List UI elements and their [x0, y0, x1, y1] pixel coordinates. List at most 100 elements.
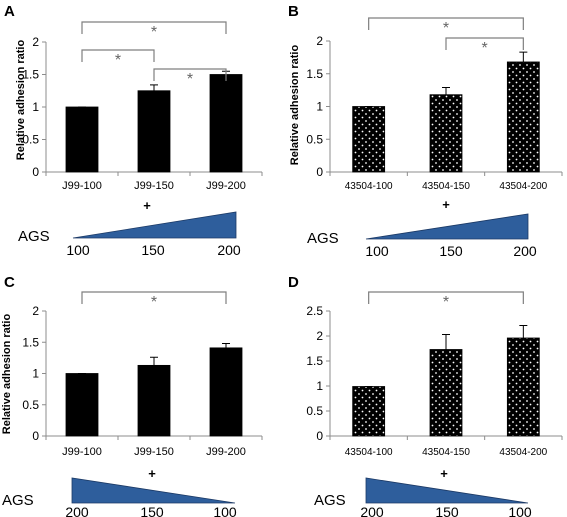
gradient-area: + AGS 100 150 200	[307, 197, 537, 259]
gradient-area: + AGS 200 150 100	[2, 466, 237, 517]
ags-label: AGS	[2, 492, 34, 509]
y-tick-label: 0	[316, 429, 323, 443]
y-tick-label: 2	[316, 329, 323, 343]
x-tick-label: J99-200	[206, 446, 246, 458]
gradient-tick: 100	[213, 504, 237, 517]
x-tick-label: 43504-100	[345, 181, 393, 192]
x-tick-label: 43504-100	[345, 447, 393, 458]
y-tick-label: 1.5	[306, 354, 323, 368]
gradient-tick: 100	[66, 242, 90, 258]
x-tick-label: 43504-150	[422, 181, 470, 192]
plus-sign: +	[440, 466, 448, 481]
significance-bracket	[368, 17, 524, 30]
plus-sign: +	[143, 198, 151, 213]
bar	[352, 386, 386, 437]
gradient-tick: 150	[141, 242, 165, 258]
significance-bracket	[81, 291, 227, 304]
y-axis-title: Relative adhesion ratio	[15, 40, 27, 161]
gradient-wedge	[365, 213, 529, 240]
x-tick-label: 43504-200	[499, 181, 547, 192]
gradient-tick: 200	[360, 504, 384, 517]
bar	[65, 373, 99, 437]
y-tick-label: 0.5	[22, 398, 39, 412]
y-tick-label: 2	[316, 34, 323, 48]
chart-area: 0 0.5 1 1.5 2 J99-100 J99-150 J99-200 * * *	[22, 21, 263, 192]
panel-label-c: C	[4, 274, 15, 291]
y-tick-label: 0	[32, 429, 39, 443]
significance-star: *	[443, 20, 449, 37]
y-tick-label: 1	[32, 367, 39, 381]
y-tick-label: 0.5	[306, 404, 323, 418]
y-tick-label: 1	[316, 100, 323, 114]
bar	[137, 364, 171, 437]
significance-star: *	[443, 294, 449, 311]
gradient-tick: 100	[365, 243, 389, 259]
plus-sign: +	[148, 466, 156, 481]
significance-star: *	[187, 71, 193, 88]
x-tick-label: 43504-150	[422, 447, 470, 458]
significance-bracket	[153, 68, 227, 81]
y-tick-label: 1.5	[306, 67, 323, 81]
panel-label-d: D	[288, 274, 299, 291]
significance-star: *	[151, 294, 157, 311]
gradient-wedge	[365, 477, 529, 504]
y-tick-label: 2.5	[306, 304, 323, 318]
significance-bracket	[445, 37, 524, 50]
significance-bracket	[368, 291, 524, 304]
bar	[429, 349, 463, 437]
bar	[352, 106, 386, 173]
x-tick-label: J99-100	[62, 180, 102, 192]
ags-label: AGS	[18, 228, 50, 245]
gradient-tick: 200	[217, 242, 241, 258]
y-axis-title: Relative adhesion ratio	[1, 314, 13, 435]
gradient-tick: 150	[439, 243, 463, 259]
y-tick-label: 1	[316, 379, 323, 393]
y-tick-label: 2	[32, 35, 39, 49]
chart-area: 0 0.5 1 1.5 2 J99-100 J99-150 J99-200 *	[22, 291, 263, 458]
panel-label-b: B	[288, 3, 299, 20]
panel-a: A Relative adhesion ratio 0 0.5 1 1.5 2 J99-1…	[4, 3, 263, 258]
y-tick-label: 0	[316, 165, 323, 179]
gradient-tick: 150	[435, 504, 459, 517]
bar	[506, 337, 540, 437]
y-tick-label: 1.5	[22, 68, 39, 82]
panel-d: D 0 0.5 1 1.5 2 2.5 43504-100 43504-150 43504-20…	[288, 274, 563, 517]
chart-area: 0 0.5 1 1.5 2 43504-100 43504-150 43504-200 * *	[306, 17, 563, 192]
significance-star: *	[151, 24, 157, 41]
x-tick-label: J99-200	[206, 180, 246, 192]
y-tick-label: 2	[32, 304, 39, 318]
x-tick-label: J99-150	[134, 180, 174, 192]
plus-sign: +	[442, 197, 450, 212]
gradient-area: + AGS 100 150 200	[18, 198, 241, 258]
gradient-area: + AGS 200 150 100	[314, 466, 532, 517]
bar	[209, 74, 243, 173]
bar	[65, 106, 99, 173]
significance-bracket	[81, 21, 227, 34]
x-tick-label: J99-100	[62, 446, 102, 458]
panel-c: C Relative adhesion ratio 0 0.5 1 1.5 2 J99-1…	[1, 274, 263, 517]
ags-label: AGS	[314, 492, 346, 509]
ags-label: AGS	[307, 230, 339, 247]
gradient-wedge	[71, 477, 236, 504]
gradient-tick: 100	[508, 504, 532, 517]
y-tick-label: 1.5	[22, 335, 39, 349]
chart-area: 0 0.5 1 1.5 2 2.5 43504-100 43504-150 43504-200 *	[306, 291, 563, 458]
significance-star: *	[115, 52, 121, 69]
bar	[429, 94, 463, 173]
y-tick-label: 0	[32, 165, 39, 179]
gradient-tick: 200	[513, 243, 537, 259]
y-axis-title: Relative adhesion ratio	[289, 45, 301, 166]
significance-bracket	[81, 49, 155, 62]
gradient-tick: 150	[140, 504, 164, 517]
y-tick-label: 0.5	[22, 133, 39, 147]
bar	[137, 90, 171, 173]
bar	[506, 61, 540, 173]
significance-star: *	[482, 40, 488, 57]
panel-label-a: A	[4, 3, 15, 20]
x-tick-label: 43504-200	[499, 447, 547, 458]
y-tick-label: 0.5	[306, 132, 323, 146]
bar	[209, 347, 243, 437]
gradient-wedge	[72, 211, 237, 239]
gradient-tick: 200	[65, 504, 89, 517]
